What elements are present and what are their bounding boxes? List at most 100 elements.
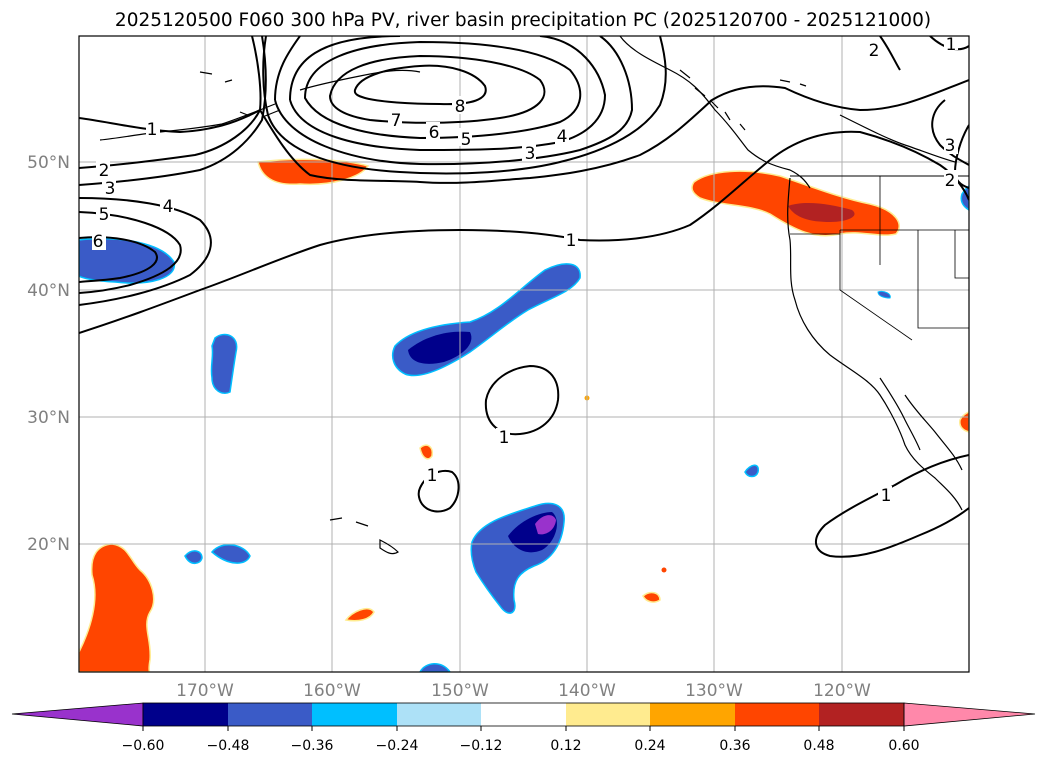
contour-label: 6	[429, 123, 440, 143]
colorbar-right-extension	[903, 702, 1036, 727]
contour-label: 4	[557, 127, 568, 147]
colorbar-frame	[142, 702, 905, 727]
baja-california	[879, 377, 921, 451]
pv-contour-8	[353, 64, 487, 106]
contour-label: 1	[566, 231, 577, 251]
precip-positive-area	[344, 608, 375, 622]
colorbar: −0.60 −0.48 −0.36 −0.24 −0.12 0.12 0.24 …	[11, 702, 1036, 754]
precip-strong-negative-area	[408, 331, 472, 364]
map-frame	[78, 35, 970, 673]
precip-negative-area	[744, 464, 759, 478]
colorbar-tick-label: 0.12	[550, 738, 581, 754]
colorbar-tick-label: −0.48	[207, 738, 250, 754]
pv-contours	[79, 36, 969, 558]
precip-positive-area	[79, 543, 155, 672]
pv-contour-7	[328, 54, 546, 124]
colorbar-segment	[735, 703, 819, 726]
precip-shading	[79, 158, 969, 672]
contour-label: 1	[881, 486, 892, 506]
contour-label: 4	[163, 197, 174, 217]
contour-label: 2	[945, 171, 956, 191]
lat-label: 40°N	[27, 281, 70, 301]
colorbar-tick-label: −0.12	[460, 738, 503, 754]
pv-contour-4	[79, 197, 212, 306]
hawaii-islands	[329, 517, 399, 555]
contour-label: 3	[105, 179, 116, 199]
colorbar-segment	[481, 703, 566, 726]
pv-contour-3	[79, 36, 267, 186]
colorbar-tick-label: 0.24	[634, 738, 665, 754]
latitude-labels: 50°N 40°N 30°N 20°N	[27, 153, 70, 555]
precip-positive-area	[257, 158, 370, 186]
contour-label: 8	[455, 97, 466, 117]
contour-label: 6	[93, 232, 104, 252]
pv-contour-1-southeast	[815, 454, 969, 558]
contour-label: 5	[99, 205, 110, 225]
lon-label: 120°W	[813, 681, 871, 701]
lon-label: 160°W	[303, 681, 361, 701]
colorbar-segment	[566, 703, 650, 726]
colorbar-segment	[312, 703, 397, 726]
lon-label: 170°W	[176, 681, 234, 701]
pv-contour-2	[79, 36, 262, 169]
pv-contour-1-north	[79, 79, 969, 184]
precip-strong-positive-area	[788, 203, 855, 222]
colorbar-segment	[228, 703, 312, 726]
pv-contour-5	[79, 211, 182, 294]
contour-label: 3	[945, 136, 956, 156]
precip-negative-area	[210, 333, 238, 394]
pv-contour-6	[79, 236, 158, 283]
colorbar-tick-label: 0.36	[719, 738, 750, 754]
pv-contour-3-east	[931, 99, 969, 166]
precip-negative-area	[877, 291, 891, 299]
colorbar-ticks	[142, 726, 905, 731]
contour-label: 5	[461, 130, 472, 150]
longitude-labels: 170°W 160°W 150°W 140°W 130°W 120°W	[176, 681, 871, 701]
colorbar-tick-label: 0.60	[888, 738, 919, 754]
north-america-west-coast	[787, 177, 963, 511]
state-borders	[839, 176, 969, 341]
bering-coast	[299, 69, 421, 91]
lat-label: 20°N	[27, 535, 70, 555]
pv-contour-1-loop-b	[417, 470, 460, 513]
precip-positive-area	[642, 591, 661, 603]
colorbar-segment	[397, 703, 481, 726]
lon-label: 130°W	[685, 681, 743, 701]
colorbar-tick-label: 0.48	[803, 738, 834, 754]
contour-label: 7	[391, 111, 402, 131]
pv-contour-1-south	[79, 130, 969, 334]
contour-label: 1	[946, 35, 957, 55]
precip-positive-area	[419, 444, 434, 460]
pv-contour-6b	[303, 40, 582, 140]
lon-label: 140°W	[558, 681, 616, 701]
colorbar-segment	[819, 703, 904, 726]
contour-label: 1	[427, 466, 438, 486]
contour-label: 2	[99, 161, 110, 181]
contour-label: 1	[499, 428, 510, 448]
colorbar-segment	[650, 703, 735, 726]
precip-negative-area	[210, 544, 251, 564]
lat-label: 30°N	[27, 408, 70, 428]
pv-contour-3b	[262, 36, 667, 175]
lon-label: 150°W	[431, 681, 489, 701]
map-title: 2025120500 F060 300 hPa PV, river basin …	[115, 10, 931, 31]
precip-negative-area	[960, 185, 969, 211]
arctic-islands	[199, 71, 281, 117]
colorbar-segment	[143, 703, 228, 726]
aleutian-islands	[99, 103, 276, 141]
pv-contour-4b	[274, 36, 634, 166]
colorbar-left-extension	[11, 702, 144, 727]
colorbar-tick-label: −0.36	[291, 738, 334, 754]
contour-label: 2	[869, 41, 880, 61]
pv-contour-5b	[289, 36, 607, 152]
lat-label: 50°N	[27, 153, 70, 173]
colorbar-tick-label: −0.24	[376, 738, 419, 754]
contour-label: 1	[147, 120, 158, 140]
northern-coast	[779, 79, 807, 87]
precip-positive-dot	[661, 567, 667, 573]
southeast-alaska-islands	[679, 69, 746, 131]
contour-labels: 1 2 3 4 5 6 7 8 6 5 4 3 2 1 2 3 1 1 1 1	[92, 35, 958, 506]
colorbar-tick-label: −0.60	[122, 738, 165, 754]
canada-inland	[839, 114, 956, 163]
